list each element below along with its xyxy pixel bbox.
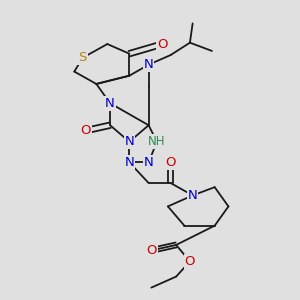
Text: O: O	[157, 38, 168, 50]
Text: O: O	[165, 156, 176, 169]
Text: N: N	[144, 156, 154, 169]
Text: N: N	[188, 189, 197, 202]
Text: O: O	[185, 255, 195, 268]
Text: N: N	[144, 58, 154, 71]
Text: N: N	[105, 97, 115, 110]
Text: S: S	[78, 51, 87, 64]
Text: NH: NH	[148, 135, 166, 148]
Text: O: O	[146, 244, 157, 257]
Text: N: N	[124, 156, 134, 169]
Text: O: O	[80, 124, 91, 137]
Text: N: N	[124, 135, 134, 148]
